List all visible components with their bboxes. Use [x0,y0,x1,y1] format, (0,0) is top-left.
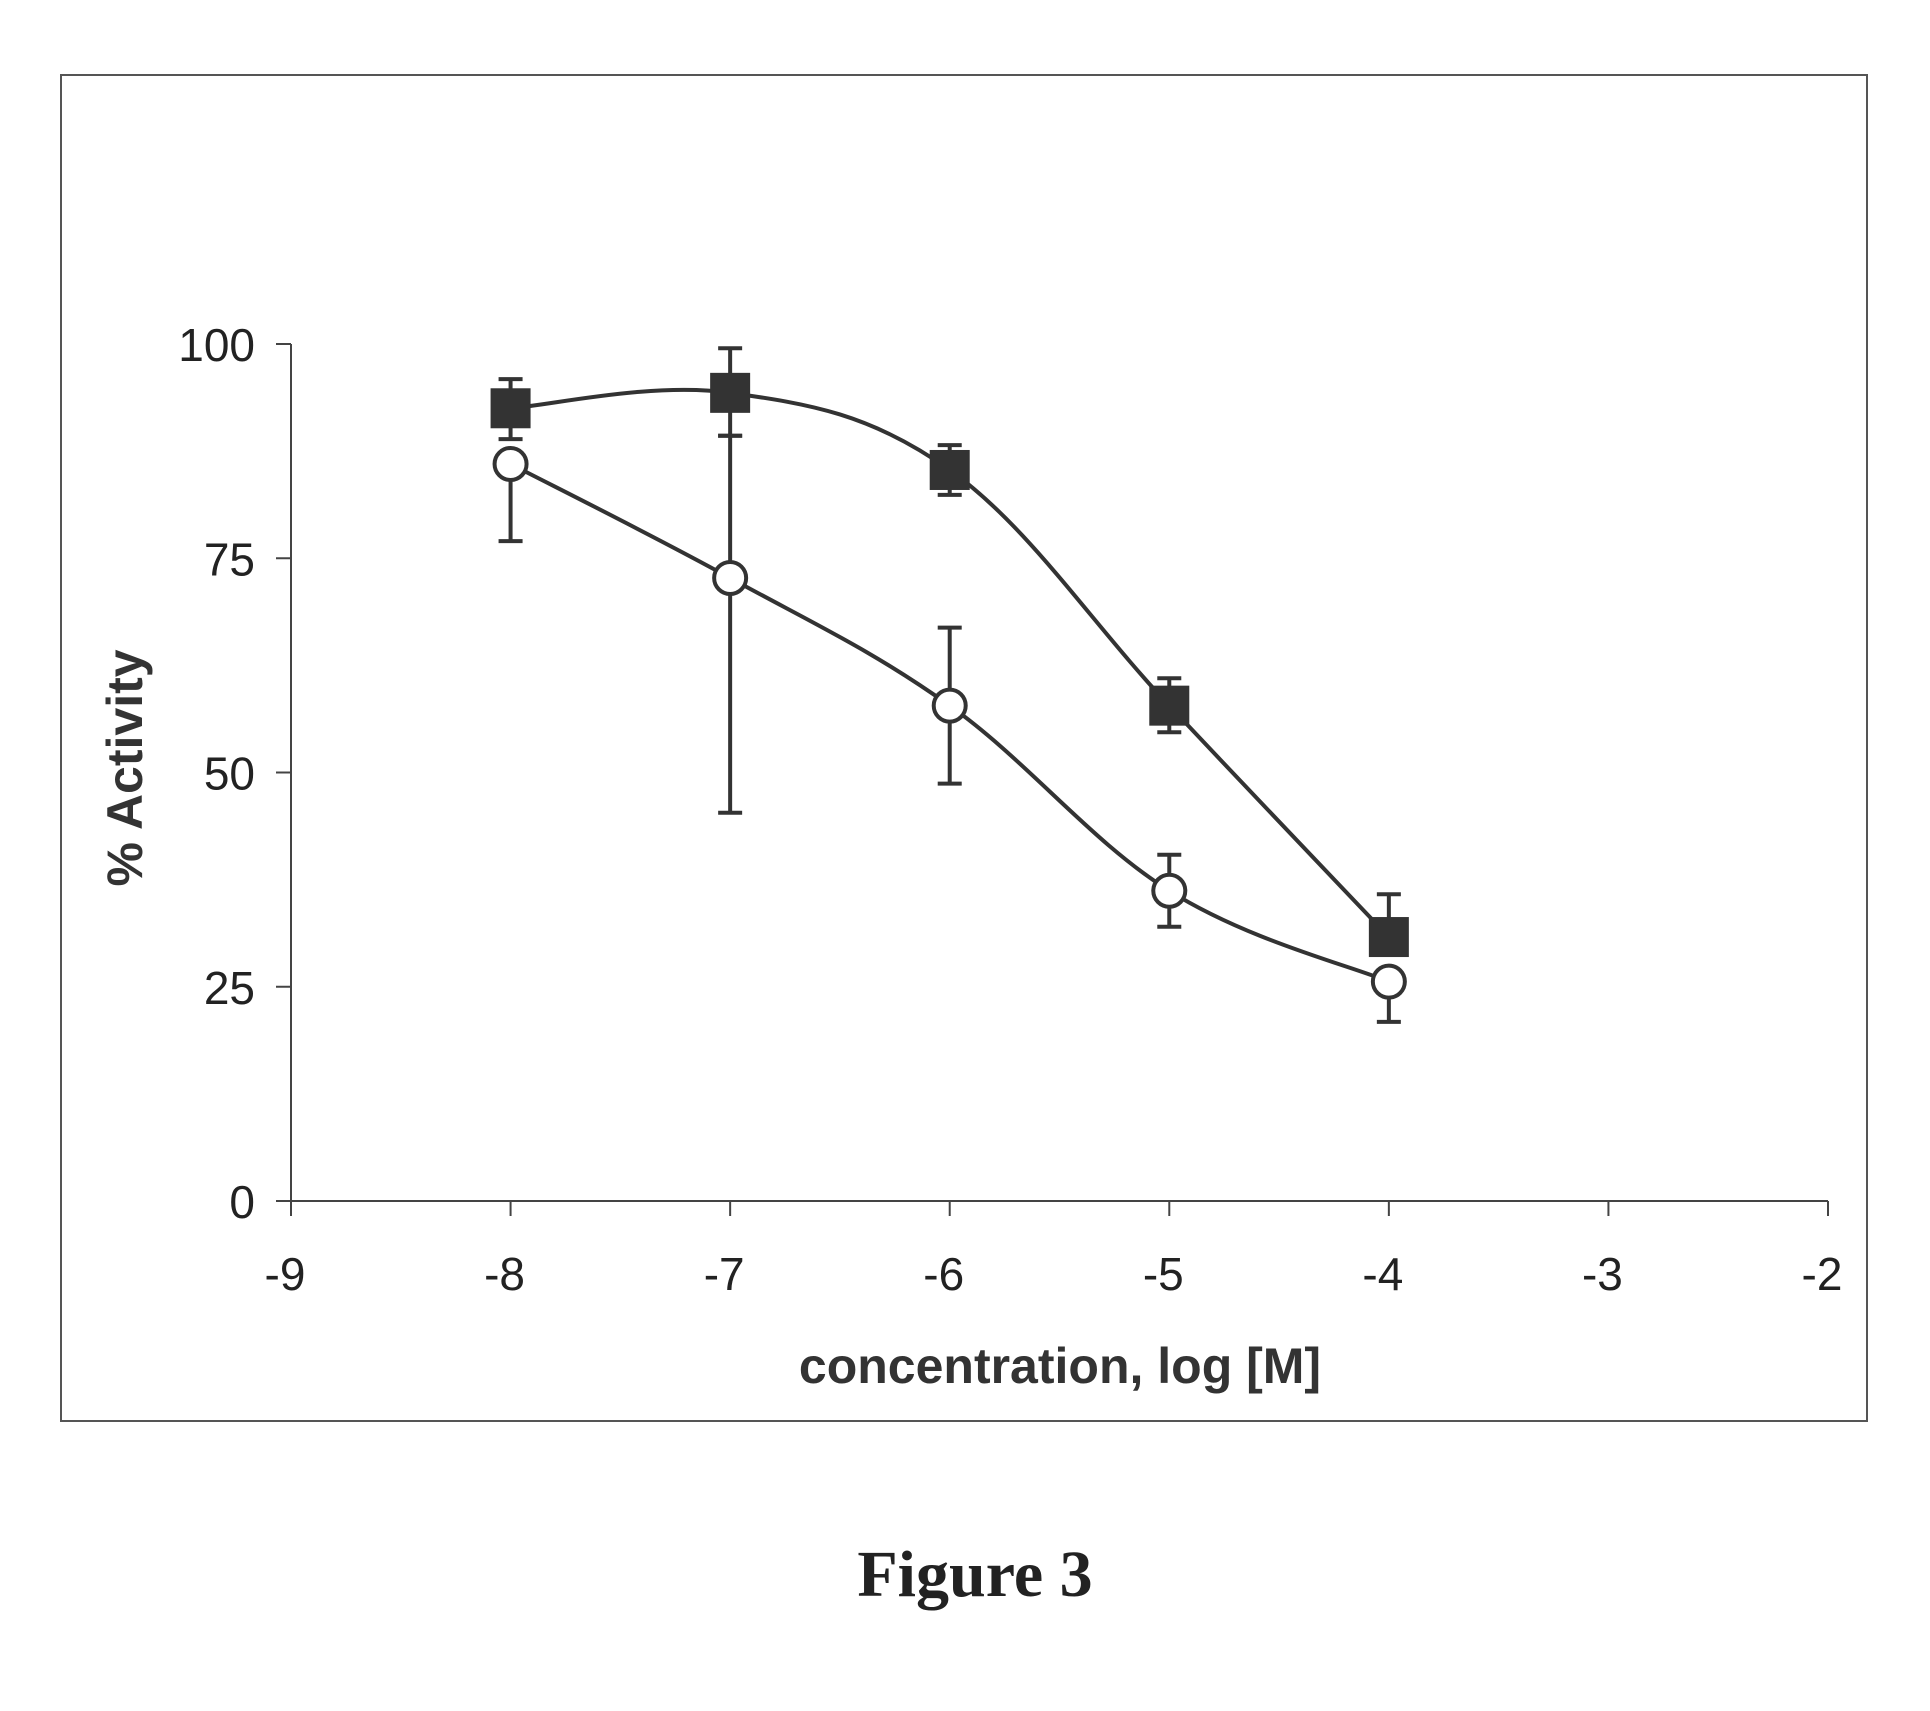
y-axis-title: % Activity [97,649,153,886]
plot-frame [61,75,1867,1421]
x-tick-label: -6 [923,1248,964,1300]
series-layer [491,348,1409,1022]
data-point-square [710,373,750,413]
data-point-circle [714,562,746,594]
data-point-circle [1373,966,1405,998]
data-point-square [1149,686,1189,726]
figure-caption: Figure 3 [857,1538,1092,1611]
y-tick-label: 50 [204,748,255,800]
x-tick-label: -5 [1143,1248,1184,1300]
data-point-square [930,450,970,490]
data-point-circle [934,690,966,722]
y-tick-label: 100 [178,319,255,371]
series-circles [495,436,1405,1022]
data-point-circle [1153,875,1185,907]
data-point-square [491,388,531,428]
y-tick-label: 75 [204,533,255,585]
y-tick-label: 25 [204,962,255,1014]
y-tick-label: 0 [229,1176,255,1228]
x-axis-title: concentration, log [M] [799,1338,1321,1394]
x-tick-label: -2 [1802,1248,1843,1300]
x-tick-label: -3 [1582,1248,1623,1300]
x-tick-label: -9 [265,1248,306,1300]
x-tick-label: -8 [484,1248,525,1300]
x-tick-label: -4 [1362,1248,1403,1300]
data-point-circle [495,448,527,480]
data-point-square [1369,917,1409,957]
x-tick-label: -7 [704,1248,745,1300]
axes: -9 -8 -7 -6 -5 -4 -3 -2 0 25 50 75 100 [178,319,1842,1300]
